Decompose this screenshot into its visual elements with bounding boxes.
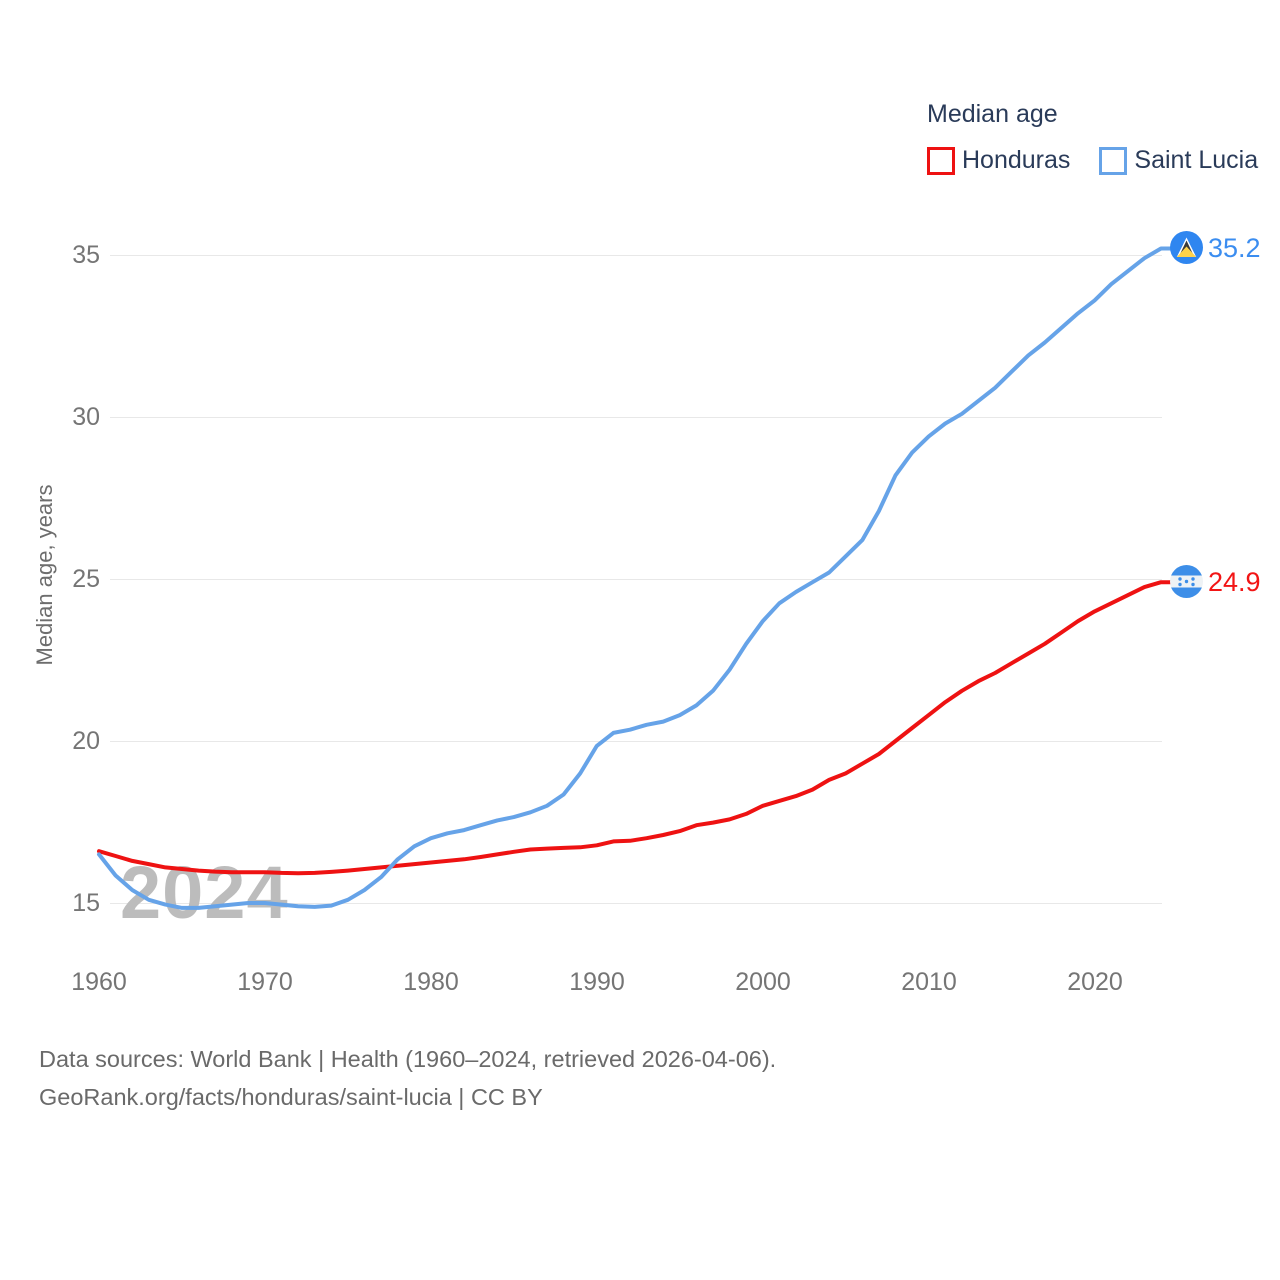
line-honduras [97,580,1174,876]
x-tick-2000: 2000 [735,968,791,996]
y-tick-30: 30 [72,403,100,431]
y-tick-25: 25 [72,565,100,593]
footer-attribution: GeoRank.org/facts/honduras/saint-lucia |… [39,1084,543,1110]
footer-data-sources: Data sources: World Bank | Health (1960–… [39,1046,777,1072]
x-tick-1990: 1990 [569,968,625,996]
saint-lucia-end-value: 35.2 [1208,233,1261,263]
x-tick-1970: 1970 [237,968,293,996]
honduras-swatch-icon [927,146,955,175]
honduras-end-value: 24.9 [1208,567,1261,597]
gridline-30 [110,417,1162,418]
x-tick-1960: 1960 [71,968,127,996]
honduras-flag-icon [1170,565,1203,598]
legend-item-saint-lucia[interactable]: Saint Lucia [1099,146,1258,175]
legend-item-honduras[interactable]: Honduras [927,146,1070,175]
legend-row: Honduras Saint Lucia [927,146,1258,175]
legend-title: Median age [927,100,1058,128]
y-tick-20: 20 [72,727,100,755]
gridline-25 [110,579,1162,580]
legend-label-saint-lucia: Saint Lucia [1134,146,1259,174]
legend-label-honduras: Honduras [962,146,1071,174]
chart-legend: Median age Honduras Saint Lucia [927,100,1258,175]
y-tick-35: 35 [72,241,100,269]
x-tick-2020: 2020 [1067,968,1123,996]
y-tick-15: 15 [72,889,100,917]
gridline-20 [110,741,1162,742]
saint-lucia-flag-icon [1170,231,1203,264]
saint-lucia-swatch-icon [1099,146,1128,175]
y-axis-title: Median age, years [32,484,57,666]
x-tick-1980: 1980 [403,968,459,996]
gridline-35 [110,255,1162,256]
watermark-year: 2024 [120,851,289,934]
x-tick-2010: 2010 [901,968,957,996]
